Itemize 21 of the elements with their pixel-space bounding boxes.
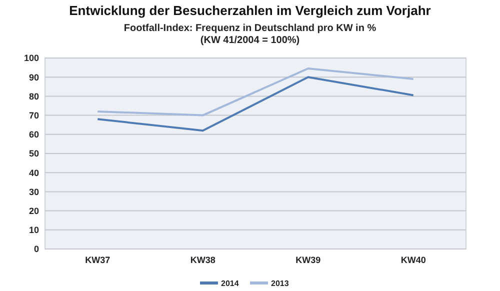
x-tick-label: KW40	[400, 255, 426, 265]
chart-title: Entwicklung der Besucherzahlen im Vergleich zum Vorjahr	[69, 3, 431, 18]
x-tick-label: KW38	[190, 255, 216, 265]
y-tick-label: 90	[28, 72, 39, 82]
y-tick-label: 100	[24, 53, 39, 64]
y-tick-label: 30	[28, 186, 39, 197]
x-tick-label: KW39	[296, 255, 321, 265]
y-tick-label: 40	[28, 168, 39, 178]
y-tick-label: 70	[28, 110, 39, 120]
legend-label: 2014	[221, 278, 240, 288]
y-tick-label: 10	[28, 225, 39, 236]
legend-label: 2013	[271, 278, 290, 288]
y-tick-label: 60	[28, 130, 39, 140]
y-tick-label: 0	[34, 244, 39, 254]
y-tick-label: 80	[28, 91, 39, 102]
line-series	[96, 68, 414, 116]
x-tick-label: KW37	[85, 255, 110, 265]
line-series	[96, 76, 414, 132]
chart-subtitle: Footfall-Index: Frequenz in Deutschland pro KW in % (KW 41/2004 = 100%)	[124, 23, 376, 46]
y-tick-label: 50	[28, 148, 39, 159]
y-tick-label: 20	[28, 206, 39, 216]
